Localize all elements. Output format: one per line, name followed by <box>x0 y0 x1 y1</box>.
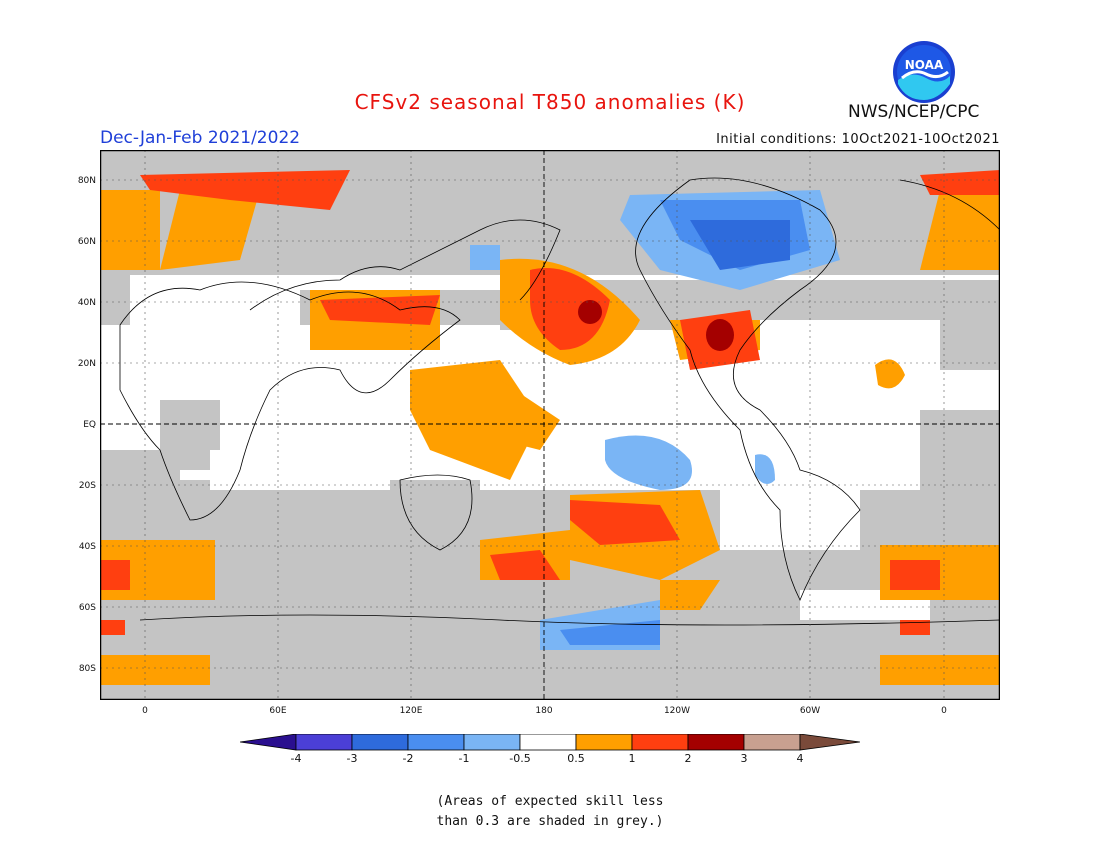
lat-label: 60S <box>78 603 96 613</box>
colorbar-label: -1 <box>458 752 470 765</box>
colorbar-label: -0.5 <box>509 752 531 765</box>
colorbar-label: 2 <box>684 752 692 765</box>
initial-conditions: Initial conditions: 10Oct2021-10Oct2021 <box>716 132 1000 147</box>
lat-label: 40N <box>77 298 96 308</box>
lon-label: 0 <box>941 706 947 716</box>
footnote-line-2: than 0.3 are shaded in grey.) <box>436 814 664 829</box>
footnote-line-1: (Areas of expected skill less <box>436 794 664 809</box>
lon-label: 120E <box>399 706 423 716</box>
lat-label: 60N <box>77 237 96 247</box>
lat-label: 40S <box>78 542 96 552</box>
warm-anomalies-red <box>100 170 1000 635</box>
lon-label: 120W <box>663 706 691 716</box>
lon-label: 60W <box>799 706 821 716</box>
lon-label: 0 <box>142 706 148 716</box>
colorbar <box>240 734 860 751</box>
colorbar-label: -3 <box>346 752 358 765</box>
colorbar-label: -2 <box>402 752 414 765</box>
lon-label: 60E <box>269 706 287 716</box>
agency-label: NWS/NCEP/CPC <box>848 102 980 122</box>
warm-anomalies-darkred <box>578 300 734 351</box>
forecast-period: Dec-Jan-Feb 2021/2022 <box>100 128 301 148</box>
colorbar-label: 0.5 <box>567 752 585 765</box>
colorbar-label: 1 <box>628 752 636 765</box>
chart-title: CFSv2 seasonal T850 anomalies (K) <box>354 90 746 114</box>
lat-label: 20S <box>78 481 96 491</box>
lon-label: 180 <box>535 706 553 716</box>
lat-label: 80N <box>77 176 96 186</box>
lat-label: 80S <box>78 664 96 674</box>
lat-label: EQ <box>83 420 96 430</box>
svg-text:NOAA: NOAA <box>905 58 944 72</box>
coastlines <box>119 177 1000 626</box>
anomaly-map <box>100 150 1000 700</box>
cold-anomalies-darkblue <box>690 220 790 270</box>
colorbar-label: 3 <box>740 752 748 765</box>
lat-label: 20N <box>77 359 96 369</box>
colorbar-label: -4 <box>290 752 302 765</box>
colorbar-label: 4 <box>796 752 804 765</box>
skill-footnote: (Areas of expected skill less than 0.3 a… <box>0 792 1100 832</box>
noaa-logo-icon: NOAA <box>893 41 955 103</box>
gridlines <box>100 150 1000 700</box>
